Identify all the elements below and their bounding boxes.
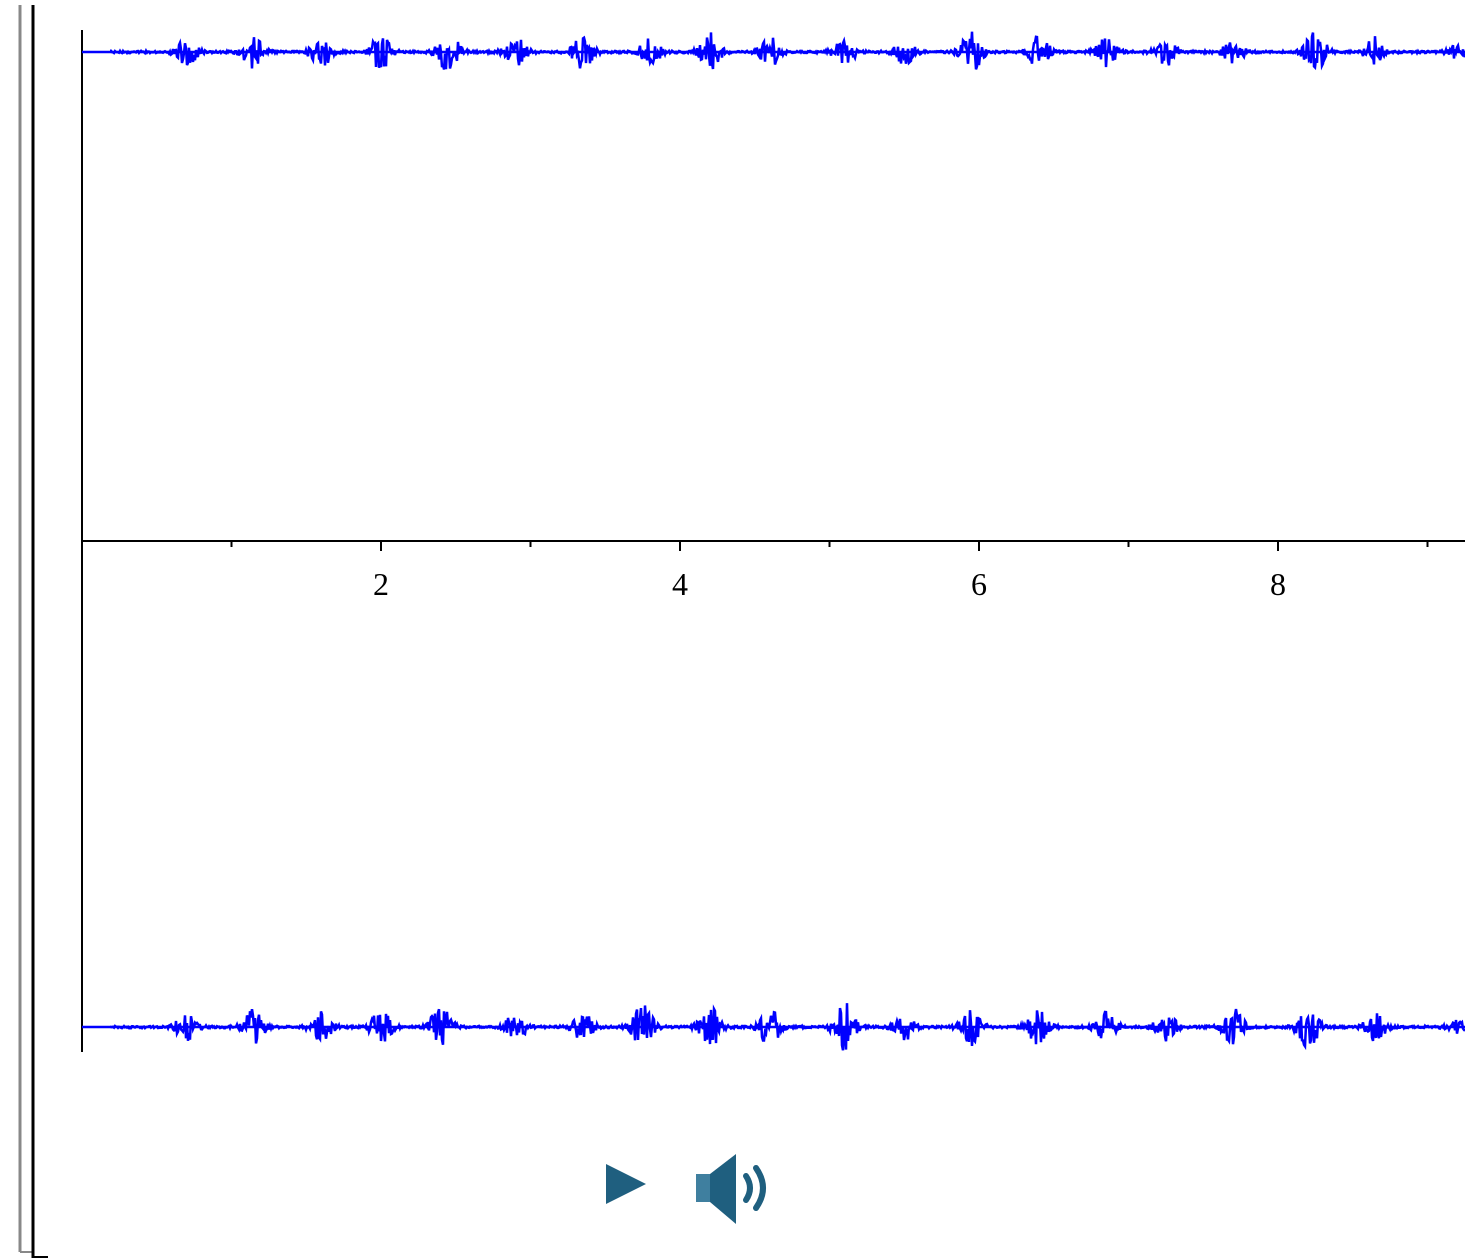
waveform-channel-1 [110, 31, 1465, 71]
x-tick-label: 4 [672, 566, 688, 602]
play-icon[interactable] [600, 1158, 650, 1210]
x-tick-label: 2 [373, 566, 389, 602]
speaker-icon[interactable] [692, 1150, 782, 1230]
x-tick-label: 8 [1270, 566, 1286, 602]
x-tick-label: 6 [971, 566, 987, 602]
waveform-channels [82, 31, 1465, 1051]
x-axis-ticks [230, 541, 1429, 551]
audio-controls [600, 1150, 800, 1230]
waveform-channel-2 [109, 1003, 1465, 1051]
x-axis-tick-labels: 2 4 6 8 [373, 566, 1286, 602]
